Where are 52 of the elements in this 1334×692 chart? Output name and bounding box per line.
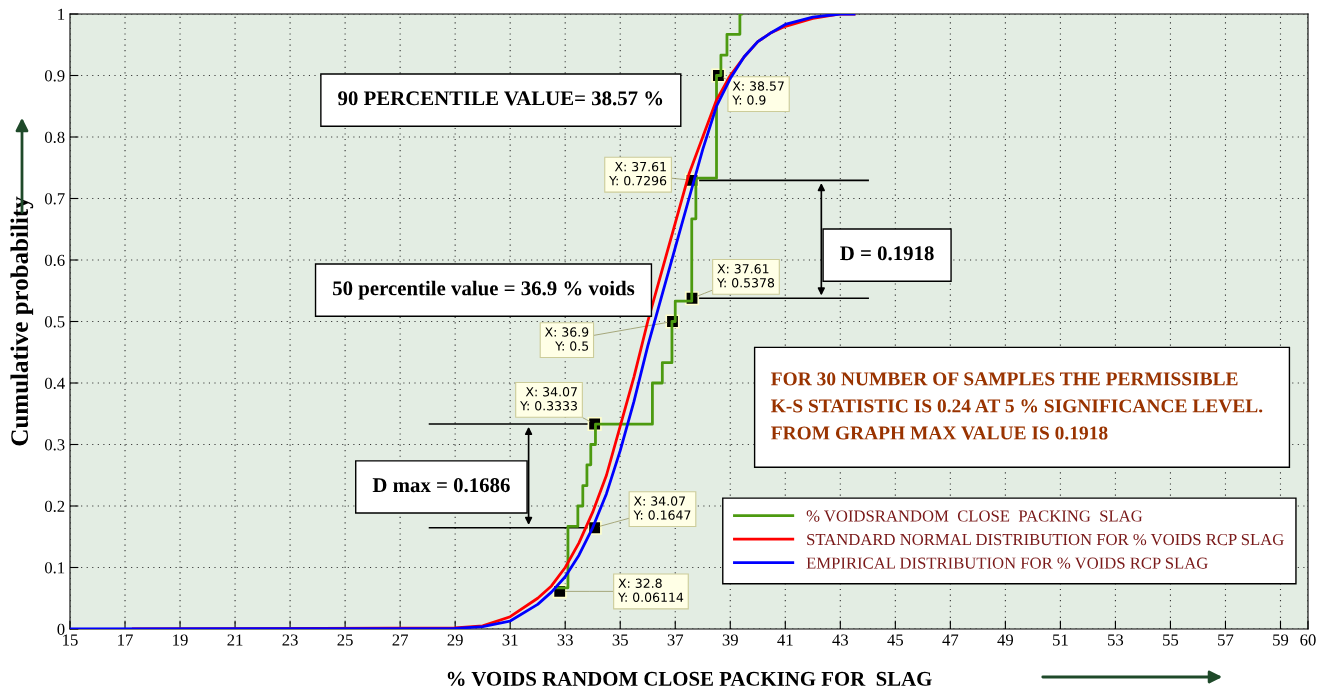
legend-label: EMPIRICAL DISTRIBUTION FOR % VOIDS RCP SLAG: [806, 557, 1208, 569]
x-tick-label: 53: [1108, 634, 1124, 646]
x-tick-label: 17: [118, 634, 133, 646]
x-tick-label: 59: [1273, 634, 1289, 646]
annotation: X: 34.07 Y: 0.1647: [633, 496, 691, 520]
x-tick-label: 31: [502, 634, 518, 646]
annotation: X: 32.8 Y: 0.06114: [618, 578, 684, 603]
x-tick-label: 41: [777, 634, 793, 646]
x-tick-label: 35: [612, 634, 628, 646]
annotation: D = 0.1918: [840, 246, 934, 261]
annotation: 90 PERCENTILE VALUE= 38.57 %: [338, 91, 663, 106]
annotation: FOR 30 NUMBER OF SAMPLES THE PERMISSIBLE K-S STATISTIC IS 0.24 AT 5 % SIGNIFICANCE LEVEL. FROM GRAPH MAX VALUE IS 0.1918: [771, 372, 1263, 440]
y-tick-label: 0.9: [44, 70, 65, 82]
legend-label: STANDARD NORMAL DISTRIBUTION FOR % VOIDS RCP SLAG: [807, 533, 1284, 546]
x-tick-label: 27: [392, 634, 408, 646]
annotation: 50 percentile value = 36.9 % voids: [333, 280, 635, 300]
y-tick-label: 0: [57, 623, 65, 635]
annotation: X: 38.57 Y: 0.9: [732, 81, 784, 105]
y-tick-label: 0.8: [44, 131, 65, 144]
x-tick-label: 33: [557, 634, 573, 646]
y-tick-label: 0.1: [44, 562, 65, 574]
x-tick-label: 49: [997, 634, 1014, 646]
x-tick-label: 21: [227, 634, 243, 646]
y-tick-label: 0.6: [44, 254, 65, 267]
x-tick-label: 57: [1218, 634, 1234, 646]
legend-label: % VOIDSRANDOM CLOSE PACKING SLAG: [806, 510, 1143, 522]
x-tick-label: 23: [282, 634, 298, 646]
x-tick-label: 60: [1300, 634, 1316, 646]
x-tick-label: 37: [667, 634, 684, 646]
x-tick-label: 25: [337, 634, 353, 646]
x-tick-label: 29: [447, 634, 463, 646]
x-tick-label: 51: [1053, 634, 1068, 646]
x-tick-label: 19: [173, 634, 188, 646]
y-tick-label: 0.7: [44, 193, 65, 205]
x-tick-label: 39: [722, 634, 738, 646]
annotation: X: 34.07 Y: 0.3333: [520, 387, 577, 411]
annotation: D max = 0.1686: [372, 478, 510, 493]
annotation: X: 37.61 Y: 0.5378: [717, 264, 775, 288]
y-axis-title: Cumulative probability: [10, 196, 34, 446]
x-tick-label: 47: [942, 634, 959, 646]
x-tick-label: 55: [1163, 634, 1179, 646]
y-tick-label: 0.5: [44, 316, 65, 328]
y-tick-label: 0.3: [44, 439, 65, 451]
x-axis-title: % VOIDS RANDOM CLOSE PACKING FOR SLAG: [447, 671, 932, 686]
annotation: X: 37.61 Y: 0.7296: [609, 161, 667, 186]
y-tick-label: 1: [58, 8, 65, 20]
annotation: X: 36.9 Y: 0.5: [544, 327, 589, 351]
y-tick-label: 0.2: [44, 500, 65, 513]
x-tick-label: 45: [887, 634, 904, 646]
x-tick-label: 15: [63, 634, 78, 646]
y-tick-label: 0.4: [44, 377, 65, 390]
x-tick-label: 43: [832, 634, 848, 646]
